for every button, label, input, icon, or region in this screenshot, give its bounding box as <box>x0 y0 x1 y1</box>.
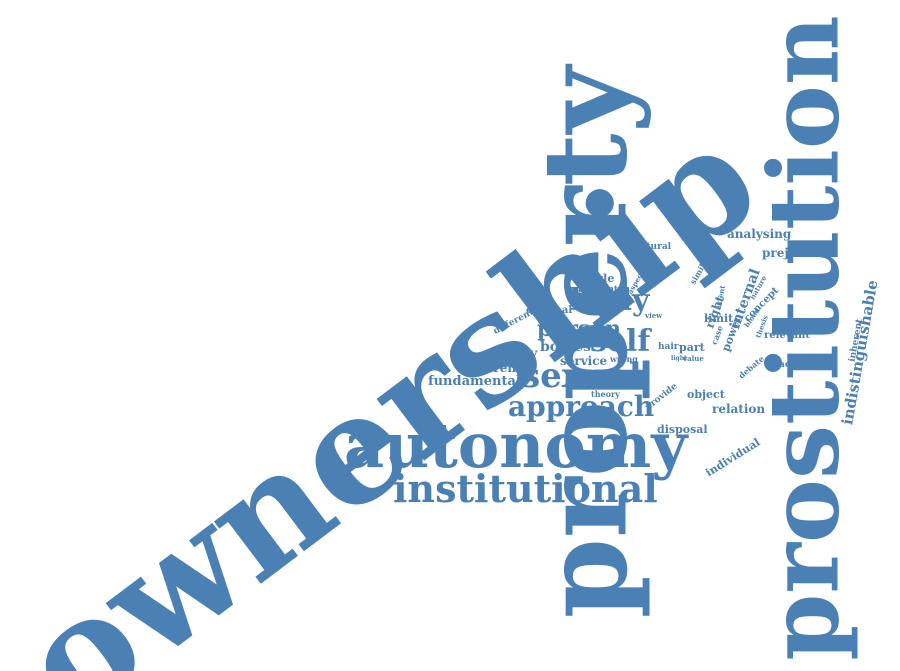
word-value: value <box>683 354 704 363</box>
word-service: service <box>560 354 608 368</box>
word-account: account <box>578 285 619 295</box>
word-view: view <box>645 311 663 320</box>
word-body: body <box>570 283 650 318</box>
word-fundamental: fundamental <box>428 374 521 389</box>
word-self: self <box>590 324 651 359</box>
word-money: money <box>486 346 538 362</box>
word-person: person <box>537 316 622 342</box>
word-prejudice: prejudice <box>762 246 826 260</box>
word-theory: theory <box>591 389 620 399</box>
word-institutional: institutional <box>393 466 658 511</box>
word-light: light <box>671 355 687 362</box>
word-ownership: ownership <box>0 90 789 671</box>
word-wrong: wrong <box>610 354 638 364</box>
word-hair: hair <box>658 342 679 352</box>
word-sexual: sexual <box>521 356 642 396</box>
word-natural: natural <box>634 242 672 252</box>
word-autonomy: autonomy <box>344 409 688 482</box>
word-analysing: analysing <box>727 227 792 241</box>
word-difference: difference <box>463 361 532 375</box>
word-disposal: disposal <box>657 423 708 436</box>
word-object: object <box>687 388 725 401</box>
word-bodies: bodies <box>540 339 592 355</box>
word-approach: approach <box>508 390 655 423</box>
word-relevant: relevant <box>764 330 810 341</box>
word-relation: relation <box>712 402 766 416</box>
word-part: part <box>679 341 705 354</box>
word-puzzle: puzzle <box>575 272 615 285</box>
word-limit: limit <box>704 312 734 325</box>
word-activity: activity <box>779 360 816 370</box>
word-external: external <box>526 305 573 316</box>
